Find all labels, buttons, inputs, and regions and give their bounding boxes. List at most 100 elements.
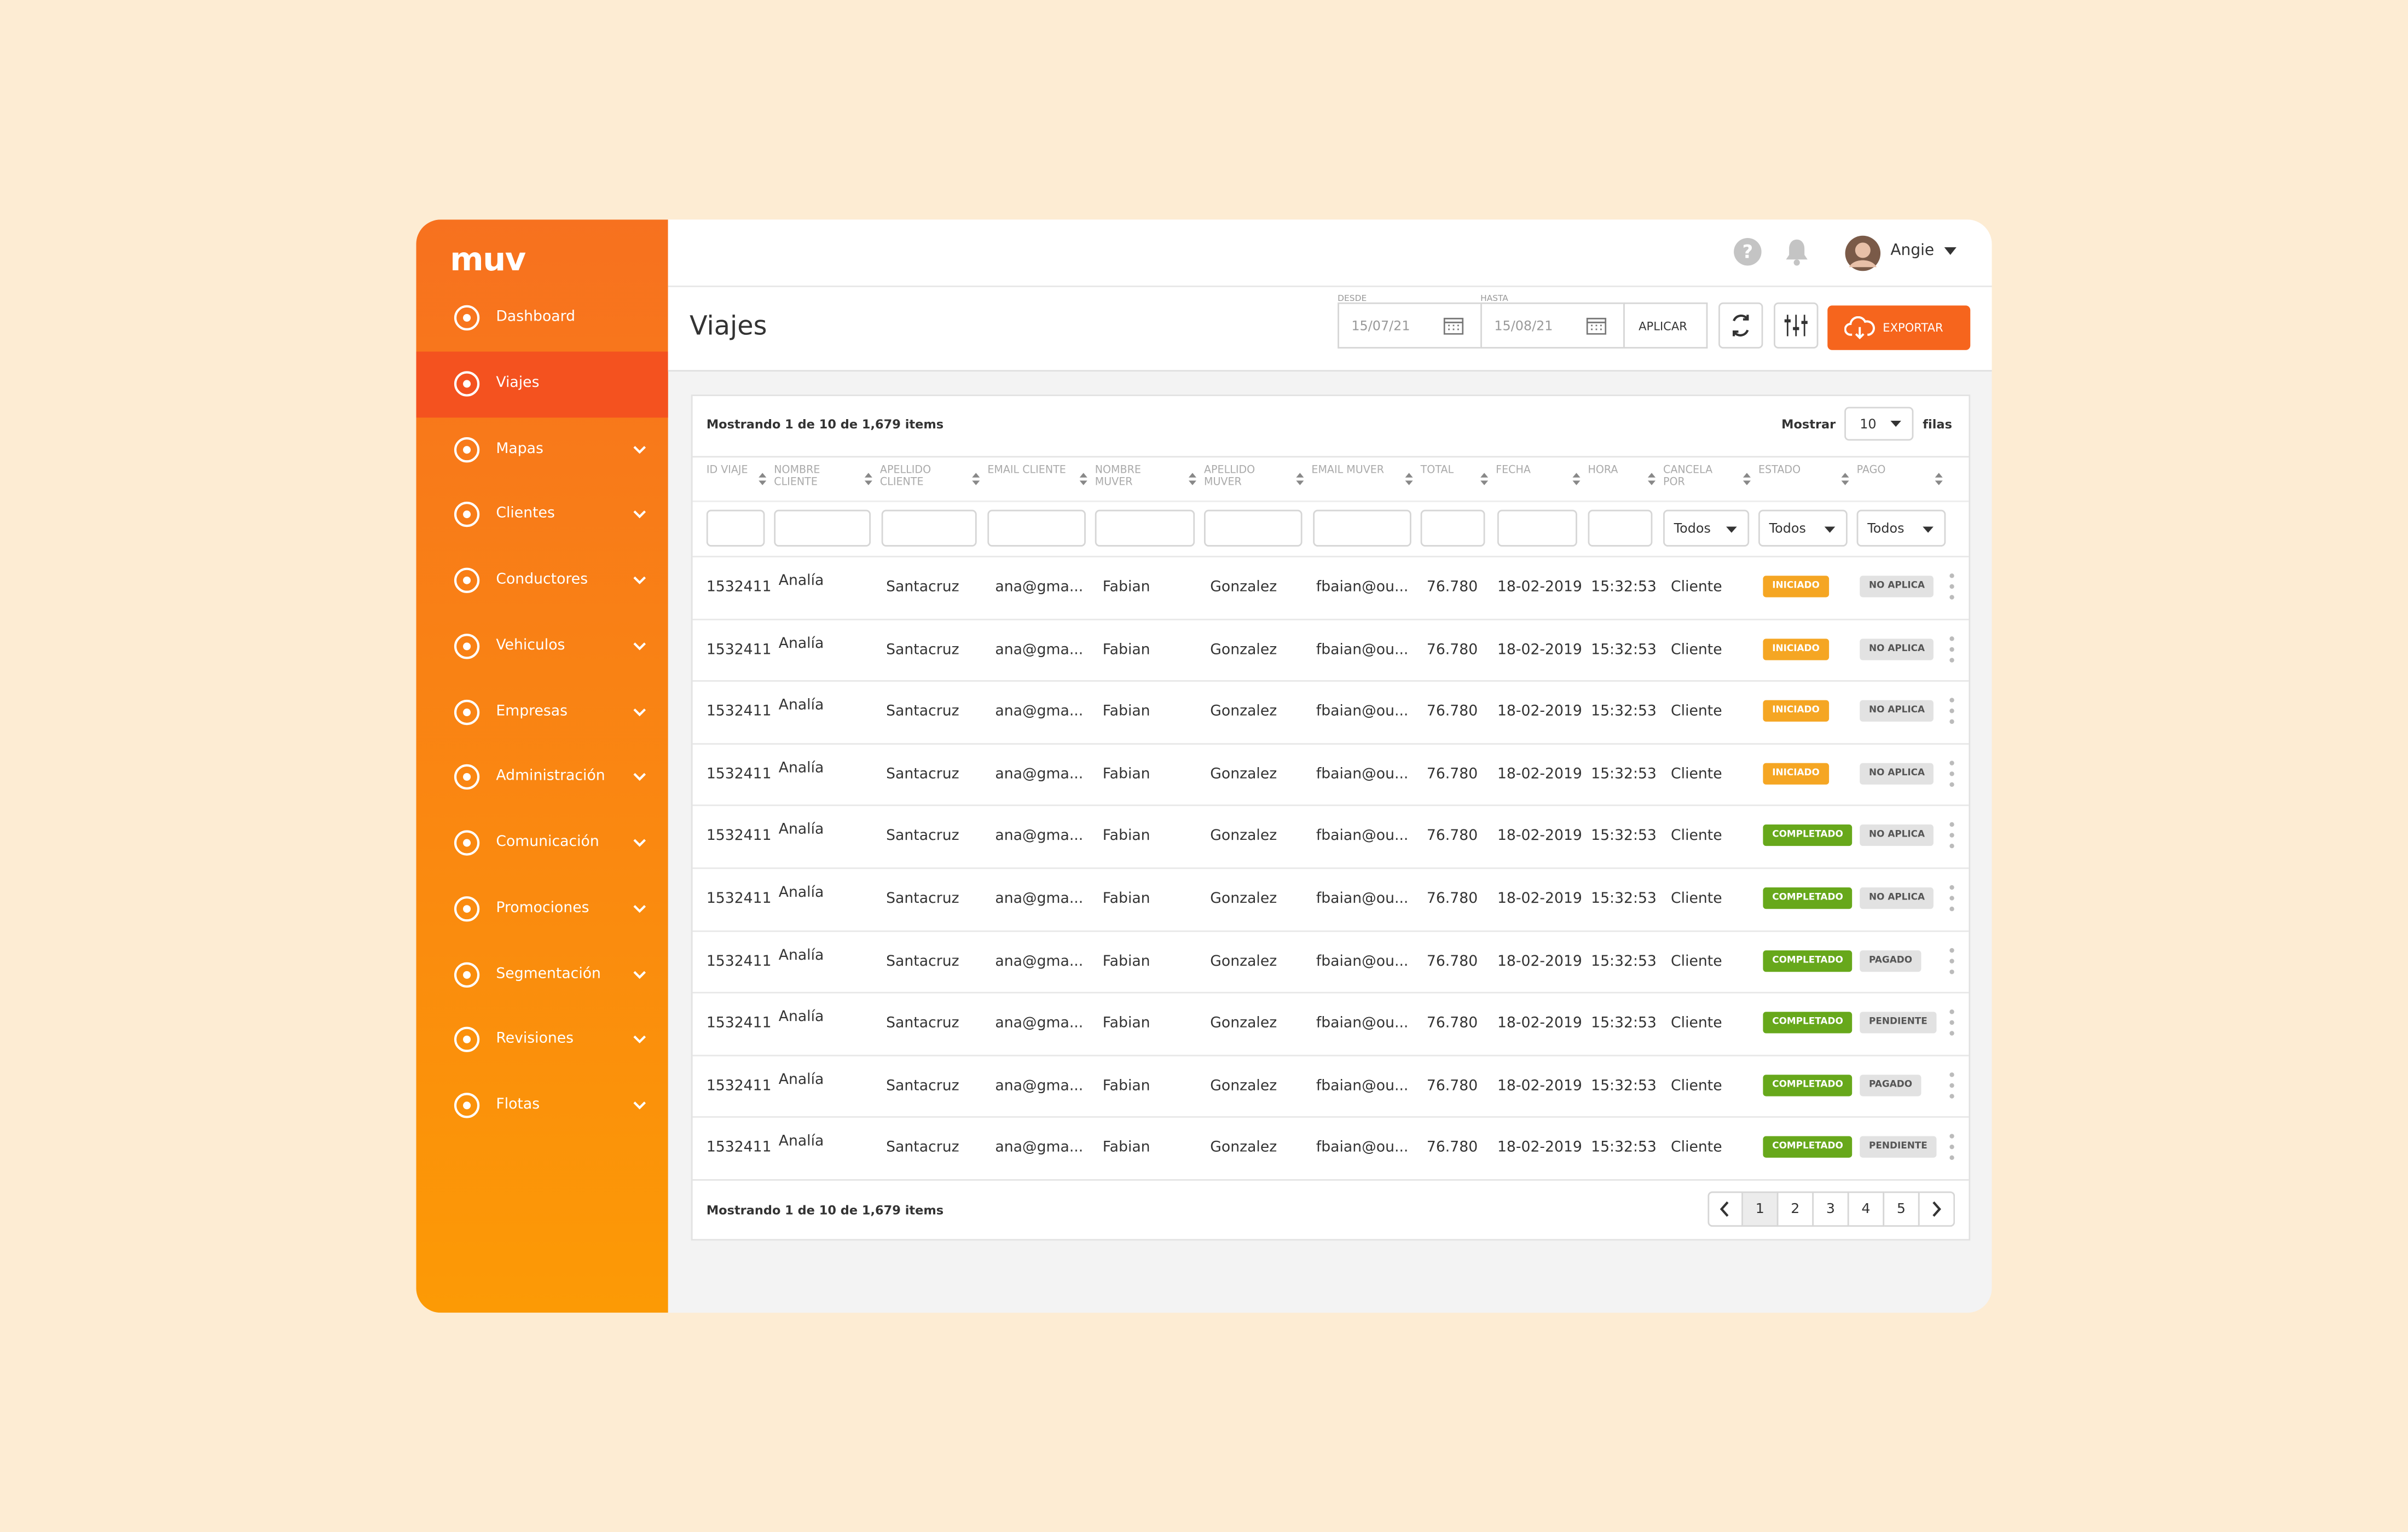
column-header[interactable]: APELLIDO MUVER	[1203, 463, 1255, 489]
column-header[interactable]: PAGO	[1856, 463, 1886, 476]
nav-chevron[interactable]	[633, 970, 646, 979]
nav-label[interactable]: Conductores	[496, 571, 588, 588]
filter-input[interactable]	[1095, 509, 1195, 547]
nav-label[interactable]: Dashboard	[496, 309, 576, 326]
date-value[interactable]: 15/08/21	[1494, 319, 1553, 335]
filter-select[interactable]: Todos	[1758, 509, 1848, 547]
page-size-select[interactable]: 10	[1844, 407, 1914, 441]
page-number[interactable]: 1	[1755, 1202, 1764, 1218]
table-row[interactable]: 1532411 Analía Santacruz ana@gma... Fabian Go…	[692, 992, 1969, 1054]
sort-icon[interactable]	[1743, 473, 1751, 485]
page-number[interactable]: 4	[1861, 1202, 1871, 1218]
page-button[interactable]: 4	[1849, 1191, 1885, 1227]
sort-icon[interactable]	[1188, 473, 1196, 485]
nav-chevron[interactable]	[633, 707, 646, 716]
table-row[interactable]: 1532411 Analía Santacruz ana@gma... Fabian Go…	[692, 1054, 1969, 1117]
column-header[interactable]: EMAIL MUVER	[1311, 463, 1385, 476]
nav-item[interactable]: Viajes	[416, 351, 668, 417]
table-row[interactable]: 1532411 Analía Santacruz ana@gma... Fabian Go…	[692, 867, 1969, 930]
nav-item[interactable]: Clientes	[416, 483, 668, 549]
prev-page[interactable]	[1707, 1191, 1743, 1227]
nav-chevron[interactable]	[633, 773, 646, 782]
user-name[interactable]: Angie	[1890, 242, 1935, 260]
column-header[interactable]: HORA	[1588, 463, 1618, 476]
table-row[interactable]: 1532411 Analía Santacruz ana@gma... Fabian Go…	[692, 805, 1969, 868]
nav-label[interactable]: Empresas	[496, 702, 568, 719]
date-value[interactable]: 15/07/21	[1351, 319, 1410, 335]
column-header[interactable]: NOMBRE MUVER	[1095, 463, 1141, 489]
export-label[interactable]: EXPORTAR	[1883, 321, 1943, 335]
nav-label[interactable]: Vehiculos	[496, 636, 565, 654]
column-header[interactable]: FECHA	[1496, 463, 1531, 476]
nav-label[interactable]: Mapas	[496, 439, 543, 457]
nav-chevron[interactable]	[633, 576, 646, 585]
caret[interactable]	[1726, 526, 1738, 534]
filter-input[interactable]	[1588, 509, 1653, 547]
settings-button[interactable]	[1774, 302, 1819, 349]
column-header[interactable]: TOTAL	[1420, 463, 1454, 476]
column-header[interactable]: APELLIDO CLIENTE	[879, 463, 931, 489]
nav-label[interactable]: Promociones	[496, 899, 589, 916]
calendar-icon[interactable]	[1443, 316, 1464, 335]
column-header[interactable]: NOMBRE CLIENTE	[774, 463, 820, 489]
sort-icon[interactable]	[972, 473, 980, 485]
filter-input[interactable]	[1203, 509, 1303, 547]
sort-icon[interactable]	[1841, 473, 1849, 485]
nav-item[interactable]: Vehiculos	[416, 614, 668, 680]
sort-icon[interactable]	[1647, 473, 1656, 485]
avatar[interactable]	[1844, 235, 1881, 271]
sort-icon[interactable]	[1935, 473, 1943, 485]
page-size-value[interactable]: 10	[1860, 417, 1877, 433]
column-header[interactable]: EMAIL CLIENTE	[987, 463, 1066, 476]
date-input[interactable]: 15/08/21	[1480, 302, 1625, 349]
nav-label[interactable]: Viajes	[496, 374, 540, 391]
nav-item[interactable]: Mapas	[416, 417, 668, 483]
row-menu[interactable]	[1949, 635, 1955, 663]
nav-label[interactable]: Comunicación	[496, 833, 599, 851]
nav-item[interactable]: Administración	[416, 745, 668, 811]
caret[interactable]	[1890, 420, 1902, 428]
table-row[interactable]: 1532411 Analía Santacruz ana@gma... Fabian Go…	[692, 680, 1969, 743]
nav-item[interactable]: Conductores	[416, 548, 668, 614]
filter-option[interactable]: Todos	[1769, 522, 1806, 538]
filter-option[interactable]: Todos	[1867, 522, 1905, 538]
filter-input[interactable]	[1420, 509, 1485, 547]
nav-item[interactable]: Comunicación	[416, 811, 668, 877]
export-button[interactable]: EXPORTAR	[1827, 305, 1971, 350]
nav-label[interactable]: Flotas	[496, 1096, 540, 1113]
filter-option[interactable]: Todos	[1674, 522, 1711, 538]
column-header[interactable]: CANCELA POR	[1663, 463, 1713, 489]
refresh-button[interactable]	[1718, 302, 1763, 349]
nav-item[interactable]: Segmentación	[416, 942, 668, 1008]
nav-item[interactable]: Empresas	[416, 680, 668, 746]
nav-chevron[interactable]	[633, 510, 646, 519]
table-row[interactable]: 1532411 Analía Santacruz ana@gma... Fabian Go…	[692, 1117, 1969, 1179]
page-number[interactable]: 5	[1896, 1202, 1906, 1218]
nav-label[interactable]: Revisiones	[496, 1030, 574, 1048]
page-button[interactable]: 1	[1743, 1191, 1779, 1227]
sort-icon[interactable]	[1405, 473, 1413, 485]
filter-input[interactable]	[1313, 509, 1411, 547]
apply-label[interactable]: APLICAR	[1639, 319, 1687, 333]
table-row[interactable]: 1532411 Analía Santacruz ana@gma... Fabian Go…	[692, 618, 1969, 681]
caret[interactable]	[1824, 526, 1837, 534]
nav-chevron[interactable]	[633, 904, 646, 913]
apply-button[interactable]: APLICAR	[1623, 302, 1708, 349]
filter-input[interactable]	[774, 509, 871, 547]
filter-input[interactable]	[1497, 509, 1577, 547]
nav-label[interactable]: Administración	[496, 768, 605, 785]
table-row[interactable]: 1532411 Analía Santacruz ana@gma... Fabian Go…	[692, 930, 1969, 992]
sort-icon[interactable]	[1572, 473, 1581, 485]
cloud-icon[interactable]	[1844, 316, 1875, 340]
sort-icon[interactable]	[864, 473, 872, 485]
nav-chevron[interactable]	[633, 838, 646, 848]
row-menu[interactable]	[1949, 947, 1955, 974]
row-menu[interactable]	[1949, 822, 1955, 850]
column-header[interactable]: ID VIAJE	[706, 463, 748, 476]
row-menu[interactable]	[1949, 573, 1955, 601]
sort-icon[interactable]	[1079, 473, 1087, 485]
table-row[interactable]: 1532411 Analía Santacruz ana@gma... Fabian Go…	[692, 555, 1969, 618]
calendar-icon[interactable]	[1586, 316, 1607, 335]
filter-input[interactable]	[987, 509, 1086, 547]
nav-item[interactable]: Promociones	[416, 877, 668, 943]
